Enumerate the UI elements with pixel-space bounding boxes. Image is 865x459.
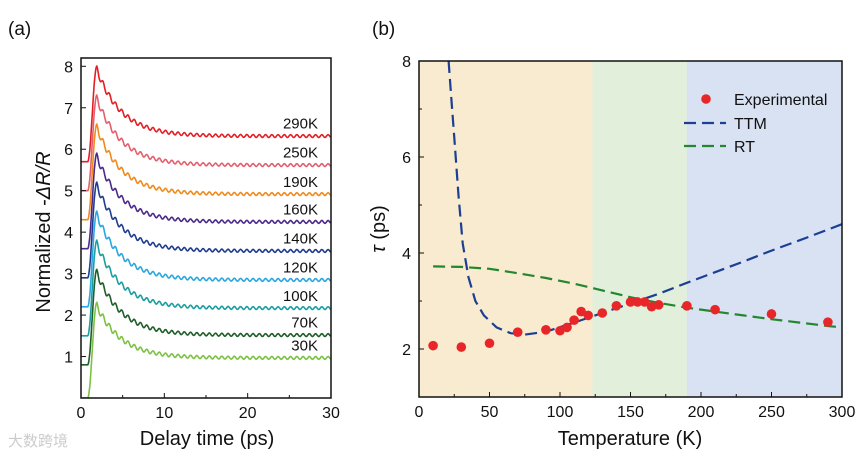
- legend: Experimental TTM RT: [684, 92, 827, 156]
- data-point: [625, 297, 636, 307]
- series-line-30K: [81, 301, 331, 398]
- data-point: [456, 342, 467, 352]
- data-point: [597, 308, 608, 318]
- x-tick-label: 0: [415, 404, 424, 421]
- legend-label-RT: RT: [734, 139, 755, 156]
- data-point: [512, 327, 523, 338]
- y-tick-label: 8: [402, 54, 411, 71]
- series-label-140K: 140K: [283, 231, 318, 248]
- ylabel-unit: (ps): [368, 205, 390, 245]
- panel-b: 0 50 100 150 200 250 300 2 4 6 8 Experimental TTM RT: [402, 54, 855, 421]
- series-line-190K: [81, 122, 331, 221]
- y-tick-label: 3: [64, 267, 73, 284]
- x-tick-label: 20: [239, 405, 257, 422]
- x-tick-label: 0: [77, 405, 86, 422]
- data-point: [639, 297, 650, 307]
- y-tick-label: 7: [64, 101, 73, 118]
- series-line-TTM: [447, 61, 842, 336]
- ylabel-math: ΔR/R: [33, 151, 55, 200]
- series-label-30K: 30K: [291, 338, 318, 355]
- legend-label-Experimental: Experimental: [734, 92, 827, 109]
- panel-b-label: (b): [372, 19, 395, 40]
- temperature-region: [686, 61, 842, 397]
- series-line-100K: [81, 238, 331, 337]
- y-tick-label: 8: [64, 59, 73, 76]
- x-tick-label: 30: [322, 405, 340, 422]
- series-line-70K: [81, 268, 331, 366]
- data-point: [823, 317, 833, 327]
- x-tick-label: 200: [688, 404, 715, 421]
- panel-b-xlabel: Temperature (K): [558, 428, 703, 450]
- legend-label-TTM: TTM: [734, 116, 767, 133]
- y-tick-label: 6: [402, 150, 411, 167]
- series-label-190K: 190K: [283, 174, 318, 191]
- data-point: [484, 338, 495, 349]
- ylabel-symbol: τ: [368, 244, 390, 253]
- series-label-100K: 100K: [283, 288, 318, 305]
- data-point: [682, 301, 692, 311]
- panel-a-label: (a): [8, 19, 31, 40]
- series-label-120K: 120K: [283, 260, 318, 277]
- x-tick-label: 50: [481, 404, 499, 421]
- y-tick-label: 2: [402, 342, 411, 359]
- temperature-region: [419, 61, 593, 397]
- series-label-70K: 70K: [291, 315, 318, 332]
- y-tick-label: 4: [64, 225, 73, 242]
- temperature-region: [592, 61, 687, 397]
- x-tick-label: 250: [758, 404, 785, 421]
- series-label-290K: 290K: [283, 116, 318, 133]
- data-point: [710, 304, 720, 315]
- legend-marker-Experimental: [701, 94, 711, 104]
- y-tick-label: 4: [402, 246, 411, 263]
- x-tick-label: 150: [617, 404, 644, 421]
- series-label-250K: 250K: [283, 145, 318, 162]
- panel-a: 290K 250K 190K 160K 140K 120K 100K 70K 30K 0 10 20 3…: [64, 57, 340, 422]
- data-point: [766, 309, 777, 319]
- data-point: [611, 301, 622, 311]
- panel-a-ylabel: Normalized -ΔR/R: [33, 151, 55, 312]
- data-point: [562, 322, 572, 333]
- x-tick-label: 10: [155, 405, 173, 422]
- data-point: [576, 306, 586, 317]
- panel-b-ylabel: τ (ps): [368, 205, 390, 252]
- data-point: [428, 340, 438, 351]
- x-tick-label: 300: [829, 404, 856, 421]
- data-point: [569, 315, 579, 326]
- ylabel-prefix: Normalized -: [33, 199, 55, 312]
- watermark: 大数跨境: [8, 432, 69, 450]
- panel-a-xlabel: Delay time (ps): [140, 428, 274, 450]
- data-point: [583, 310, 593, 321]
- data-point: [541, 325, 551, 335]
- series-label-160K: 160K: [283, 202, 318, 219]
- series-line-290K: [81, 64, 331, 163]
- data-point: [632, 297, 643, 307]
- series-line-140K: [81, 180, 331, 279]
- y-tick-label: 2: [64, 308, 73, 325]
- y-tick-label: 6: [64, 142, 73, 159]
- data-point: [653, 300, 664, 310]
- series-line-120K: [81, 209, 331, 308]
- y-tick-label: 1: [64, 350, 73, 367]
- y-tick-label: 5: [64, 184, 73, 201]
- x-tick-label: 100: [547, 404, 574, 421]
- series-line-250K: [81, 93, 331, 192]
- series-line-160K: [81, 151, 331, 250]
